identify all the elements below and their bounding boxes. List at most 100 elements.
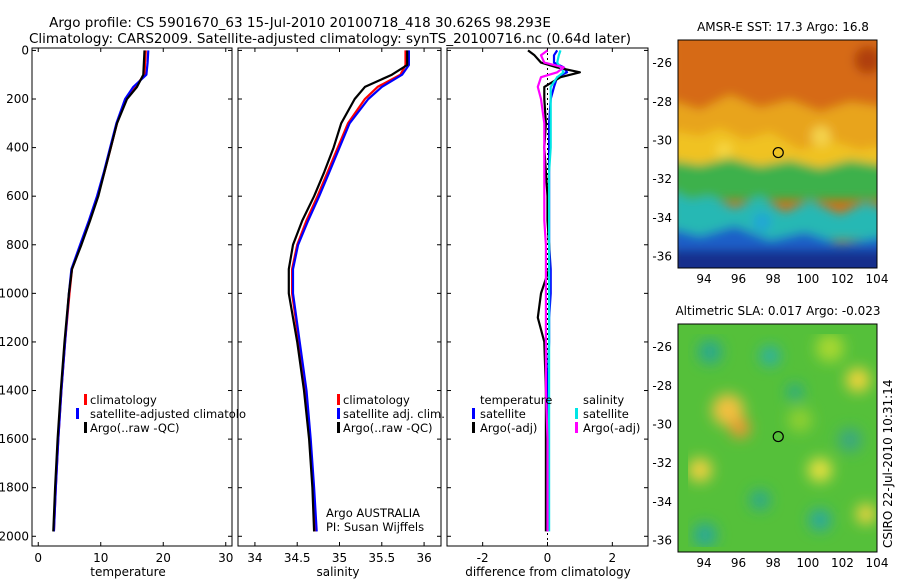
sla_map-xtick-label: 104 xyxy=(866,556,889,570)
sst-map-title: AMSR-E SST: 17.3 Argo: 16.8 xyxy=(697,20,869,34)
sla_map-xtick-label: 98 xyxy=(766,556,781,570)
legend-label-sal-argo: Argo(-adj) xyxy=(583,421,640,435)
figure-title-line2: Climatology: CARS2009. Satellite-adjuste… xyxy=(29,31,631,47)
sla_map-xtick-label: 100 xyxy=(796,556,819,570)
depth-tick-label: 1400 xyxy=(0,384,29,398)
sst_map-xtick-label: 102 xyxy=(831,272,854,286)
temperature-xtick-label: 20 xyxy=(156,551,171,565)
sst_map-ytick-label: -26 xyxy=(652,56,672,70)
sst_map-xtick-label: 104 xyxy=(866,272,889,286)
legend-label-argo: Argo(..raw -QC) xyxy=(343,421,433,435)
legend-label-temp-satellite: satellite xyxy=(480,407,526,421)
sla-map-title: Altimetric SLA: 0.017 Argo: -0.023 xyxy=(675,304,880,318)
legend-label-climatology: climatology xyxy=(90,393,157,407)
temperature-legend: climatology satellite-adjusted climatolo… xyxy=(76,393,246,435)
figure-title-line1: Argo profile: CS 5901670_63 15-Jul-2010 … xyxy=(49,15,551,31)
difference-xtick-label: -2 xyxy=(477,551,489,565)
legend-label-sal-satellite: satellite xyxy=(583,407,629,421)
legend-label-temp-argo: Argo(-adj) xyxy=(480,421,537,435)
depth-tick-label: 1800 xyxy=(0,481,29,495)
sst_map-xtick-label: 96 xyxy=(731,272,746,286)
temperature-xtick-label: 30 xyxy=(218,551,233,565)
difference-line-temperature-argo-adj- xyxy=(527,49,582,532)
sst_map-ytick-label: -36 xyxy=(652,249,672,263)
legend-title-temperature: temperature xyxy=(480,393,552,407)
salinity-xlabel: salinity xyxy=(316,565,359,579)
legend-label-climatology: climatology xyxy=(343,393,410,407)
temperature-line-satellite-adjusted-climatology xyxy=(52,50,150,532)
axis-ticks: 0 10 20 30020040060080010001200140016001800… xyxy=(0,43,888,570)
legend-swatch-temp-satellite xyxy=(472,408,475,419)
sla_map-ytick-label: -36 xyxy=(652,533,672,547)
legend-swatch-satellite xyxy=(76,408,79,419)
depth-tick-label: 400 xyxy=(6,141,29,155)
salinity-xtick-label: 34 xyxy=(247,551,262,565)
sst_map-xtick-label: 94 xyxy=(696,272,711,286)
depth-tick-label: 600 xyxy=(6,189,29,203)
sst_map-xtick-label: 100 xyxy=(796,272,819,286)
depth-tick-label: 0 xyxy=(21,43,29,57)
profile-lines xyxy=(52,49,582,532)
legend-swatch-argo xyxy=(84,422,87,433)
sla-argo-position-marker xyxy=(772,430,784,443)
sst-argo-position-marker xyxy=(772,146,784,159)
difference-xlabel: difference from climatology xyxy=(465,565,631,579)
salinity-axes xyxy=(237,47,442,547)
legend-label-satellite: satellite adj. clim. xyxy=(343,407,445,421)
legend-swatch-satellite xyxy=(337,408,340,419)
temperature-line-climatology xyxy=(52,50,147,532)
sst_map-ytick-label: -28 xyxy=(652,95,672,109)
sst-map xyxy=(678,40,877,268)
salinity-xtick-label: 35 xyxy=(332,551,347,565)
salinity-xtick-label: 35.5 xyxy=(368,551,395,565)
difference-line-salinity-argo-adj- xyxy=(536,49,565,532)
legend-swatch-temp-argo xyxy=(472,422,475,433)
sla_map-ytick-label: -30 xyxy=(652,417,672,431)
sla_map-ytick-label: -28 xyxy=(652,379,672,393)
pi-credit: PI: Susan Wijffels xyxy=(326,520,424,534)
timestamp: CSIRO 22-Jul-2010 10:31:14 xyxy=(881,380,895,548)
legend-swatch-climatology xyxy=(337,394,340,405)
depth-tick-label: 800 xyxy=(6,238,29,252)
sla_map-xtick-label: 102 xyxy=(831,556,854,570)
difference-xtick-label: 2 xyxy=(609,551,617,565)
legend-swatch-sal-satellite xyxy=(575,408,578,419)
temperature-xtick-label: 0 xyxy=(34,551,42,565)
salinity-xtick-label: 36 xyxy=(416,551,431,565)
sla_map-ytick-label: -34 xyxy=(652,495,672,509)
depth-tick-label: 2000 xyxy=(0,529,29,543)
depth-tick-label: 1200 xyxy=(0,335,29,349)
sst_map-xtick-label: 98 xyxy=(766,272,781,286)
difference-legend: temperature satellite Argo(-adj) salinit… xyxy=(472,393,640,435)
temperature-axes xyxy=(31,47,233,547)
salinity-line-argo-raw-qc- xyxy=(287,50,409,532)
depth-tick-label: 1000 xyxy=(0,286,29,300)
sla_map-ytick-label: -26 xyxy=(652,340,672,354)
legend-label-argo: Argo(..raw -QC) xyxy=(90,421,180,435)
sla_map-xtick-label: 96 xyxy=(731,556,746,570)
sst_map-ytick-label: -30 xyxy=(652,133,672,147)
sla-map xyxy=(678,324,877,552)
sst_map-ytick-label: -34 xyxy=(652,211,672,225)
salinity-xtick-label: 34.5 xyxy=(284,551,311,565)
temperature-xtick-label: 10 xyxy=(93,551,108,565)
argo-credit: Argo AUSTRALIA xyxy=(326,506,420,520)
temperature-xlabel: temperature xyxy=(90,565,165,579)
depth-tick-label: 1600 xyxy=(0,432,29,446)
sla_map-xtick-label: 94 xyxy=(696,556,711,570)
sst-map-frame xyxy=(677,39,878,269)
legend-swatch-argo xyxy=(337,422,340,433)
legend-swatch-climatology xyxy=(84,394,87,405)
salinity-legend: climatology satellite adj. clim. Argo(..… xyxy=(337,393,445,435)
salinity-line-satellite-adj-clim- xyxy=(291,50,410,532)
legend-label-satellite: satellite-adjusted climatolo xyxy=(90,407,246,421)
sla_map-ytick-label: -32 xyxy=(652,456,672,470)
temperature-line-argo-raw-qc- xyxy=(52,50,146,532)
sla-map-frame xyxy=(677,323,878,553)
difference-xtick-label: 0 xyxy=(544,551,552,565)
legend-title-salinity: salinity xyxy=(583,393,624,407)
depth-tick-label: 200 xyxy=(6,92,29,106)
sst_map-ytick-label: -32 xyxy=(652,172,672,186)
legend-swatch-sal-argo xyxy=(575,422,578,433)
